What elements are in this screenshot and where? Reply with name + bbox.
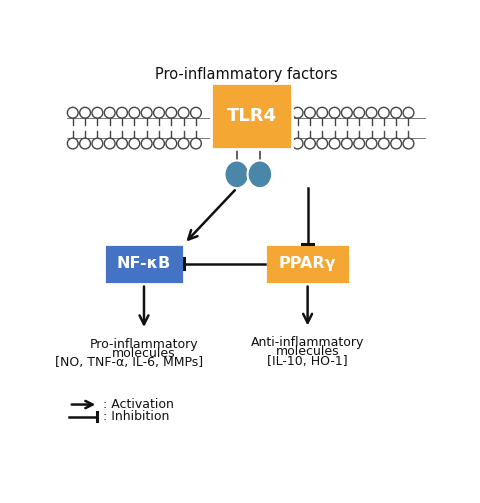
Circle shape [391, 107, 402, 118]
Circle shape [403, 138, 414, 149]
Circle shape [178, 107, 189, 118]
Circle shape [67, 107, 78, 118]
Text: PPARγ: PPARγ [279, 256, 336, 271]
Circle shape [191, 138, 201, 149]
Circle shape [329, 107, 340, 118]
Text: [IL-10, HO-1]: [IL-10, HO-1] [267, 355, 348, 368]
Circle shape [92, 138, 103, 149]
Circle shape [166, 138, 177, 149]
Circle shape [104, 138, 115, 149]
Circle shape [191, 107, 201, 118]
Circle shape [354, 138, 365, 149]
Circle shape [104, 107, 115, 118]
Text: : Activation: : Activation [103, 398, 174, 411]
Circle shape [80, 107, 90, 118]
Text: molecules: molecules [112, 347, 176, 360]
Circle shape [166, 107, 177, 118]
Circle shape [329, 138, 340, 149]
Circle shape [129, 107, 140, 118]
Circle shape [141, 107, 152, 118]
Circle shape [80, 138, 90, 149]
Ellipse shape [225, 160, 249, 188]
Circle shape [391, 138, 402, 149]
Circle shape [378, 107, 389, 118]
FancyBboxPatch shape [104, 243, 184, 284]
Text: Anti-inflammatory: Anti-inflammatory [251, 336, 364, 349]
FancyBboxPatch shape [265, 243, 350, 284]
Text: Pro-inflammatory: Pro-inflammatory [90, 338, 198, 351]
Circle shape [317, 138, 328, 149]
Text: NF-κB: NF-κB [117, 256, 171, 271]
Circle shape [154, 138, 164, 149]
Circle shape [378, 138, 389, 149]
Circle shape [154, 107, 164, 118]
Circle shape [317, 107, 328, 118]
Circle shape [117, 107, 127, 118]
Text: Pro-inflammatory factors: Pro-inflammatory factors [155, 67, 337, 81]
Circle shape [366, 138, 377, 149]
Text: : Inhibition: : Inhibition [103, 410, 169, 424]
Circle shape [341, 107, 352, 118]
Circle shape [292, 138, 303, 149]
Circle shape [67, 138, 78, 149]
Circle shape [304, 138, 315, 149]
Text: molecules: molecules [276, 345, 339, 358]
Circle shape [129, 138, 140, 149]
Text: TLR4: TLR4 [227, 107, 277, 125]
Circle shape [117, 138, 127, 149]
Circle shape [92, 107, 103, 118]
Ellipse shape [248, 160, 272, 188]
Circle shape [292, 107, 303, 118]
FancyBboxPatch shape [211, 83, 292, 149]
Circle shape [178, 138, 189, 149]
Text: [NO, TNF-α, IL-6, MMPs]: [NO, TNF-α, IL-6, MMPs] [55, 356, 203, 369]
Circle shape [341, 138, 352, 149]
Circle shape [304, 107, 315, 118]
Circle shape [141, 138, 152, 149]
Circle shape [403, 107, 414, 118]
Circle shape [366, 107, 377, 118]
Circle shape [354, 107, 365, 118]
